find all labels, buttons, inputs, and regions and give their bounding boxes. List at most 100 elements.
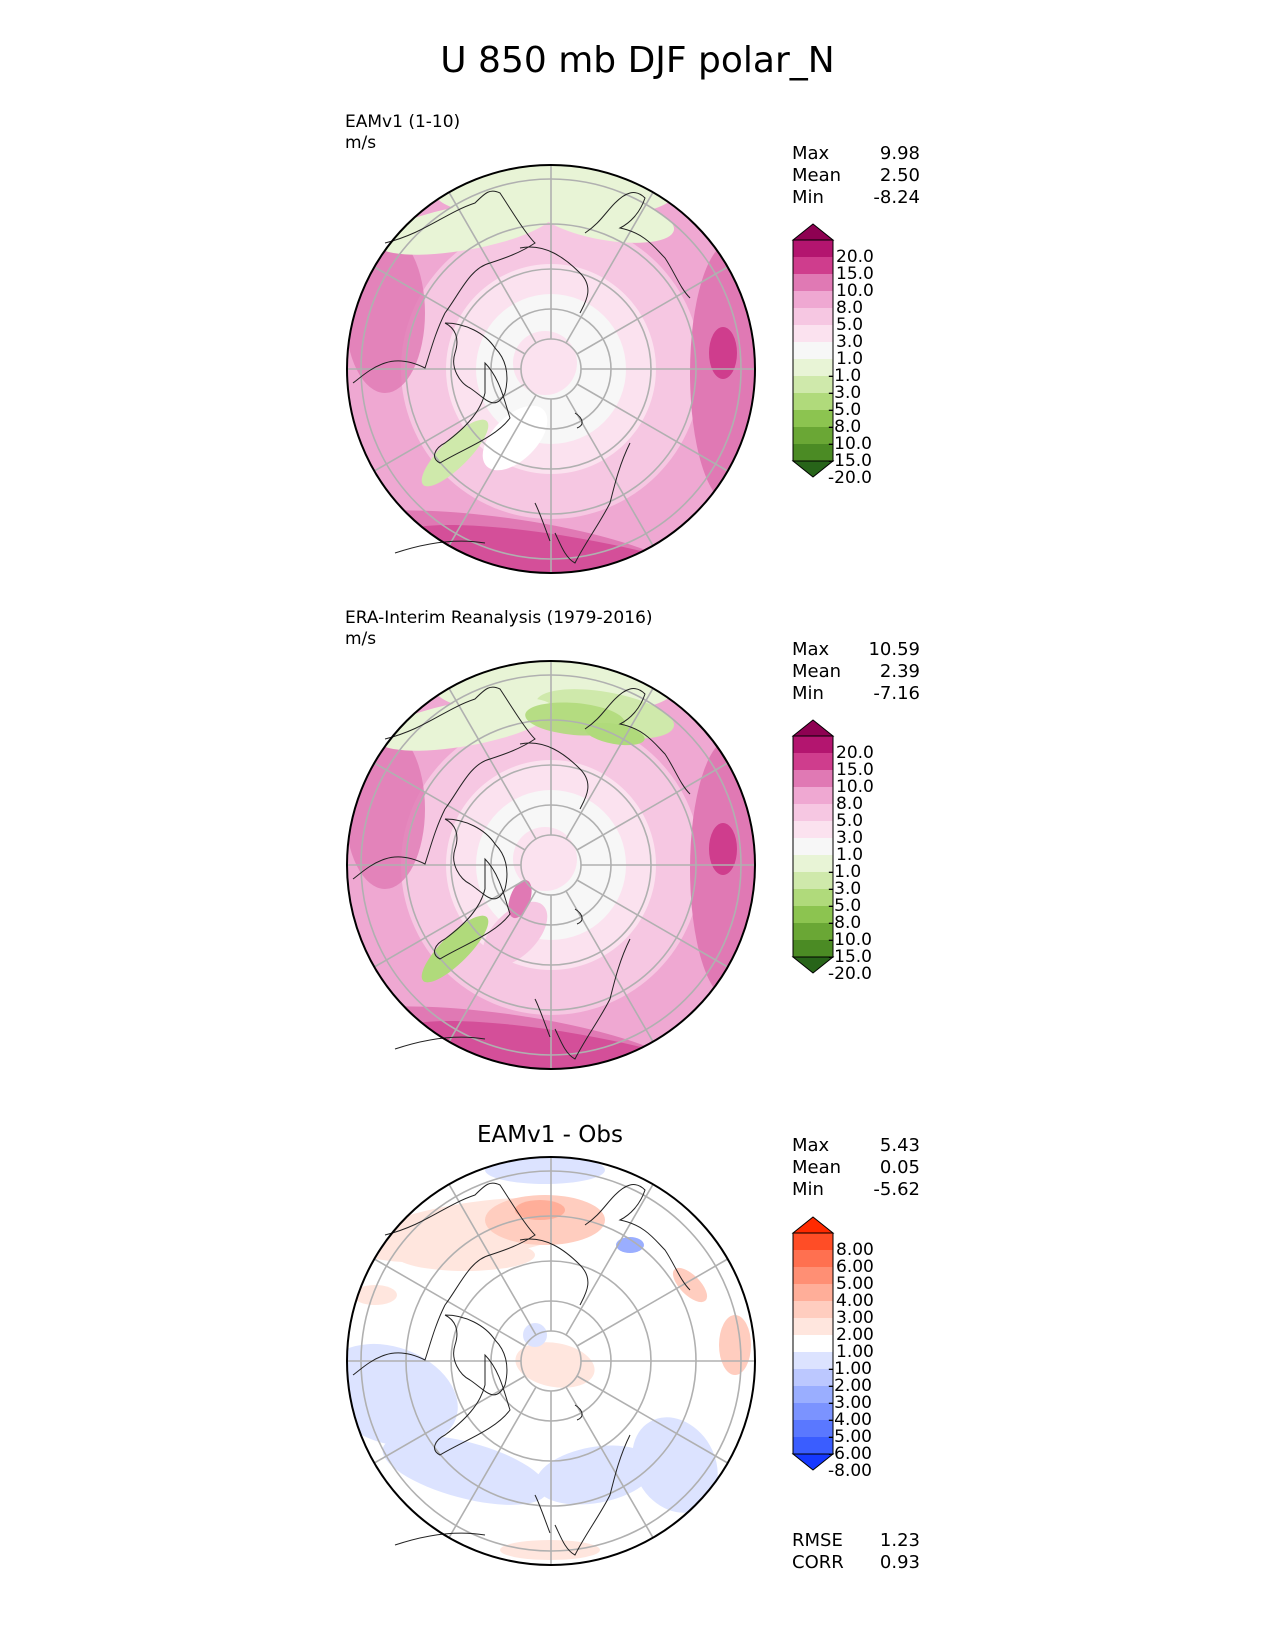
colorbar-tick-label: 5.0 (836, 811, 864, 831)
panel-2-title: ERA-Interim Reanalysis (1979-2016) (345, 608, 653, 628)
colorbar-segment (793, 736, 833, 753)
stat-mean-row: Mean 2.50 (792, 165, 920, 187)
colorbar-extend-max (791, 719, 835, 737)
colorbar-tick-label: -5.0 (828, 400, 862, 420)
colorbar-tick-label: -15.0 (828, 947, 872, 967)
panel-2-header: ERA-Interim Reanalysis (1979-2016) m/s (345, 608, 653, 650)
stat-value: 9.98 (879, 143, 920, 164)
coastline (352, 190, 536, 384)
panel-1-colorbar (791, 223, 835, 478)
stat-value: 2.50 (879, 165, 920, 186)
longitude-line (448, 1183, 537, 1336)
stat-min-row: Min -5.62 (792, 1179, 920, 1201)
coastline (352, 686, 536, 880)
field-contour (672, 1267, 708, 1303)
stat-value: -8.24 (873, 187, 920, 208)
colorbar-segment (793, 1250, 833, 1267)
stat-max-row: Max 5.43 (792, 1135, 920, 1157)
coastline (519, 246, 589, 314)
colorbar-tick-label: 3.0 (836, 332, 864, 352)
coastline (574, 908, 583, 925)
colorbar-tick-label: -5.0 (828, 896, 862, 916)
stat-value: 2.39 (879, 661, 920, 682)
panel-1-title: EAMv1 (1-10) (345, 112, 461, 132)
colorbar-segment (793, 257, 833, 274)
coastline (444, 322, 508, 404)
colorbar-tick-label: 20.0 (836, 247, 874, 267)
panel-3-metrics: RMSE 1.23 CORR 0.93 (792, 1530, 920, 1574)
graticule (347, 165, 755, 573)
longitude-line (373, 266, 526, 355)
colorbar-segment (793, 240, 833, 257)
field-contour (353, 1285, 397, 1305)
colorbar-segment (793, 291, 833, 308)
colorbar-tick-label: 1.0 (836, 349, 864, 369)
colorbar-tick-label: 4.00 (836, 1291, 874, 1311)
panel-3-polar-map (346, 1156, 756, 1566)
colorbar-tick-label: 10.0 (836, 777, 874, 797)
colorbar-tick-label: -6.00 (828, 1444, 872, 1464)
colorbar-segment (793, 1318, 833, 1335)
longitude-line (576, 383, 729, 472)
coastline (444, 818, 508, 900)
field-contour (397, 1020, 753, 1069)
field-contour (515, 1200, 565, 1220)
panel-1-polar-map (346, 164, 756, 574)
coastline (519, 1238, 589, 1306)
longitude-line (373, 383, 526, 472)
stat-label: Mean (792, 165, 842, 186)
stat-mean-row: Mean 0.05 (792, 1157, 920, 1179)
field-contour (376, 201, 554, 255)
colorbar-tick-label: -1.0 (828, 366, 862, 386)
colorbar-tick-label: -3.00 (828, 1393, 872, 1413)
colorbar-segment (793, 1403, 833, 1420)
map-boundary (346, 660, 756, 1070)
stat-label: Min (792, 683, 824, 704)
field-contour (616, 1237, 644, 1253)
colorbar-tick-label: 5.0 (836, 315, 864, 335)
colorbar-segment (793, 1352, 833, 1369)
panel-2-colorbar (791, 719, 835, 974)
colorbar-segment (793, 1437, 833, 1454)
panel-2-polar-map (346, 660, 756, 1070)
coastline (584, 1184, 691, 1291)
colorbar-tick-label: 1.0 (836, 845, 864, 865)
colorbar-tick-label: -5.00 (828, 1427, 872, 1447)
longitude-line (576, 762, 729, 851)
coastline (394, 1532, 486, 1546)
longitude-line (576, 1258, 729, 1347)
colorbar-segment (793, 889, 833, 906)
colorbar-tick-label: 20.0 (836, 743, 874, 763)
field-contour (709, 823, 737, 875)
colorbar-tick-label: -3.0 (828, 383, 862, 403)
longitude-line (448, 890, 537, 1043)
coastline (554, 442, 631, 564)
coastline (394, 1036, 486, 1050)
colorbar-tick-label: 15.0 (836, 760, 874, 780)
colorbar-segment (793, 342, 833, 359)
colorbar-tick-label: -10.0 (828, 930, 872, 950)
longitude-line (448, 394, 537, 547)
stat-label: Mean (792, 1157, 842, 1178)
field-contour (382, 1435, 548, 1505)
colorbar-tick-label: 10.0 (836, 281, 874, 301)
colorbar-tick-label: -8.0 (828, 417, 862, 437)
coastline (434, 857, 511, 960)
colorbar-extend-min (791, 956, 835, 974)
coastline (434, 361, 511, 464)
colorbar-segment (793, 1284, 833, 1301)
longitude-line (576, 266, 729, 355)
metric-rmse-row: RMSE 1.23 (792, 1530, 920, 1552)
stat-value: -7.16 (873, 683, 920, 704)
stat-value: 5.43 (879, 1135, 920, 1156)
colorbar-outline (792, 1232, 834, 1455)
longitude-line (565, 191, 654, 344)
colorbar-tick-label: -20.0 (828, 964, 872, 984)
longitude-line (565, 1386, 654, 1539)
colorbar-segment (793, 444, 833, 461)
stat-label: Max (792, 1135, 830, 1156)
coastline (352, 1182, 536, 1376)
coastline (534, 998, 551, 1038)
colorbar-tick-label: -1.00 (828, 1359, 872, 1379)
colorbar-segment (793, 838, 833, 855)
